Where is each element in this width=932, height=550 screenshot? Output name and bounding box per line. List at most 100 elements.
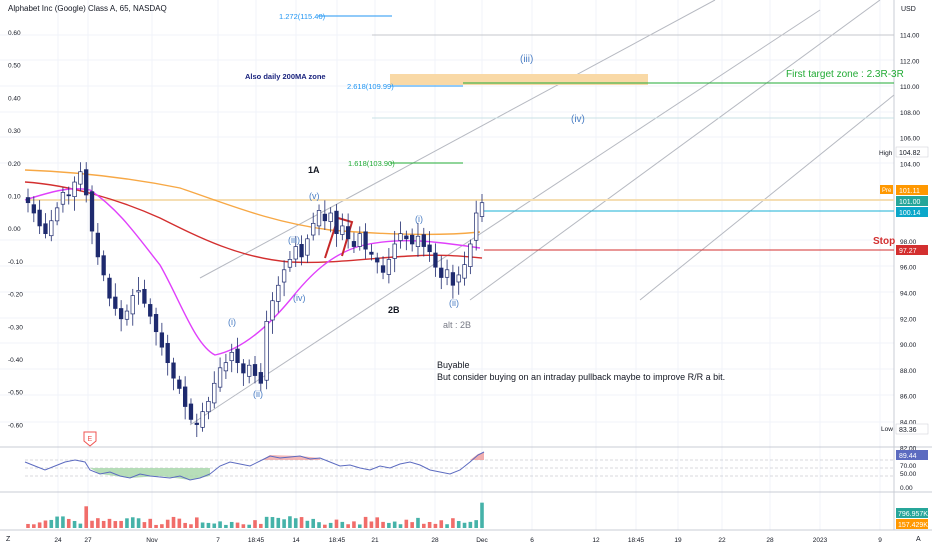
candle-body [345,226,351,240]
candle-body [188,403,194,420]
rsi-badge [896,450,928,460]
volume-badge-1-value: 796.957K [898,511,928,518]
volume-bar [171,516,176,528]
candle-body [148,304,153,317]
volume-bar [165,519,170,528]
candle-body [229,351,234,362]
right-axis-tick: 82.00 [900,445,917,452]
volume-bar [26,523,30,528]
time-axis-tick: Nov [146,537,158,544]
candle-body [212,382,217,404]
time-axis-tick: 28 [431,537,439,544]
volume-bar [177,518,182,528]
volume-bar [433,523,438,528]
volume-badge-2-value: 157.429K [898,522,928,529]
right-axis-tick: 98.00 [900,239,917,246]
left-axis-tick: 0.60 [8,30,21,37]
volume-bar [96,518,100,528]
earnings-marker[interactable]: E [83,431,97,447]
volume-bar [229,521,234,528]
candle-body [171,362,176,379]
volume-bar [32,524,36,528]
volume-bar [259,523,263,528]
right-axis-tick: 88.00 [900,368,917,375]
time-axis-tick: 14 [292,537,300,544]
volume-bar [305,520,310,528]
candles [25,162,485,438]
volume-bar [125,518,129,528]
left-axis-tick: 0.10 [8,194,21,201]
candle-body [25,197,31,204]
rsi-axis-70: 70.00 [900,463,917,470]
candle-body [456,274,461,283]
volume-bar [270,517,275,528]
time-axis-tick: 18:45 [628,537,645,544]
volume-bar [468,521,473,528]
wave-iii-small-label: (iii) [288,235,300,245]
volume-bar [293,518,298,528]
rsi-axis-0: 0.00 [900,485,913,492]
annotations: 1.272(115.40) Also daily 200MA zone 2.61… [228,12,904,399]
fib-1618-label: 1.618(103.90) [348,159,395,168]
volume-bar [392,521,397,528]
candle-body [415,235,421,247]
candle-body [270,300,275,321]
candle-body [107,277,112,299]
time-axis-tick: 27 [84,537,92,544]
candle-body [468,243,473,267]
volume-bar [55,516,59,528]
candle-body [311,222,316,236]
candle-body [404,235,409,240]
candle-body [165,343,170,364]
candle-body [235,348,240,364]
target-zone-box [390,74,648,85]
time-axis-tick: 12 [592,537,600,544]
candle-body [124,310,130,320]
volume-bar [247,524,251,528]
pre-badge [896,185,928,195]
candle-body [334,210,339,235]
corner-label-right[interactable]: A [916,536,921,543]
time-axis-tick: 18:45 [329,537,346,544]
right-axis-tick: 94.00 [900,291,917,298]
candle-body [72,181,77,198]
candle-body [287,259,293,268]
wave-ii-left-label: (ii) [253,389,263,399]
volume-pane [26,502,484,528]
candle-body [31,204,36,214]
corner-label-left[interactable]: Z [6,536,11,543]
volume-bar [101,520,106,528]
volume-bar [375,517,380,528]
time-axis-tick: 22 [718,537,726,544]
low-badge-label: Low [881,426,893,433]
volume-bar [183,522,187,528]
right-axis-tick: 90.00 [900,342,917,349]
volume-bar [352,521,356,528]
candle-body [427,244,432,253]
rsi-oversold-fill [90,468,210,480]
candle-body [37,209,42,227]
candle-body [200,411,205,428]
candle-body [316,210,322,227]
volume-bar [328,522,333,528]
volume-bar [194,517,199,528]
volume-bar [410,522,414,528]
volume-bar [421,523,426,528]
stop-badge [896,245,928,255]
left-axis-tick: -0.40 [8,357,23,364]
candle-body [153,314,159,333]
wave-v-label: (v) [309,191,320,201]
cyan-badge-value: 100.14 [899,210,921,217]
candle-body [462,264,467,279]
left-axis-tick: 0.00 [8,226,21,233]
volume-bar [107,518,112,528]
earnings-marker-label: E [88,436,93,443]
last-price-value: 101.00 [899,199,921,206]
wave-iii-big-label: (iii) [520,54,533,65]
candle-body [118,308,124,320]
currency-label: USD [901,6,916,13]
candle-body [433,252,438,268]
grid [0,0,894,530]
volume-bar [136,518,141,528]
